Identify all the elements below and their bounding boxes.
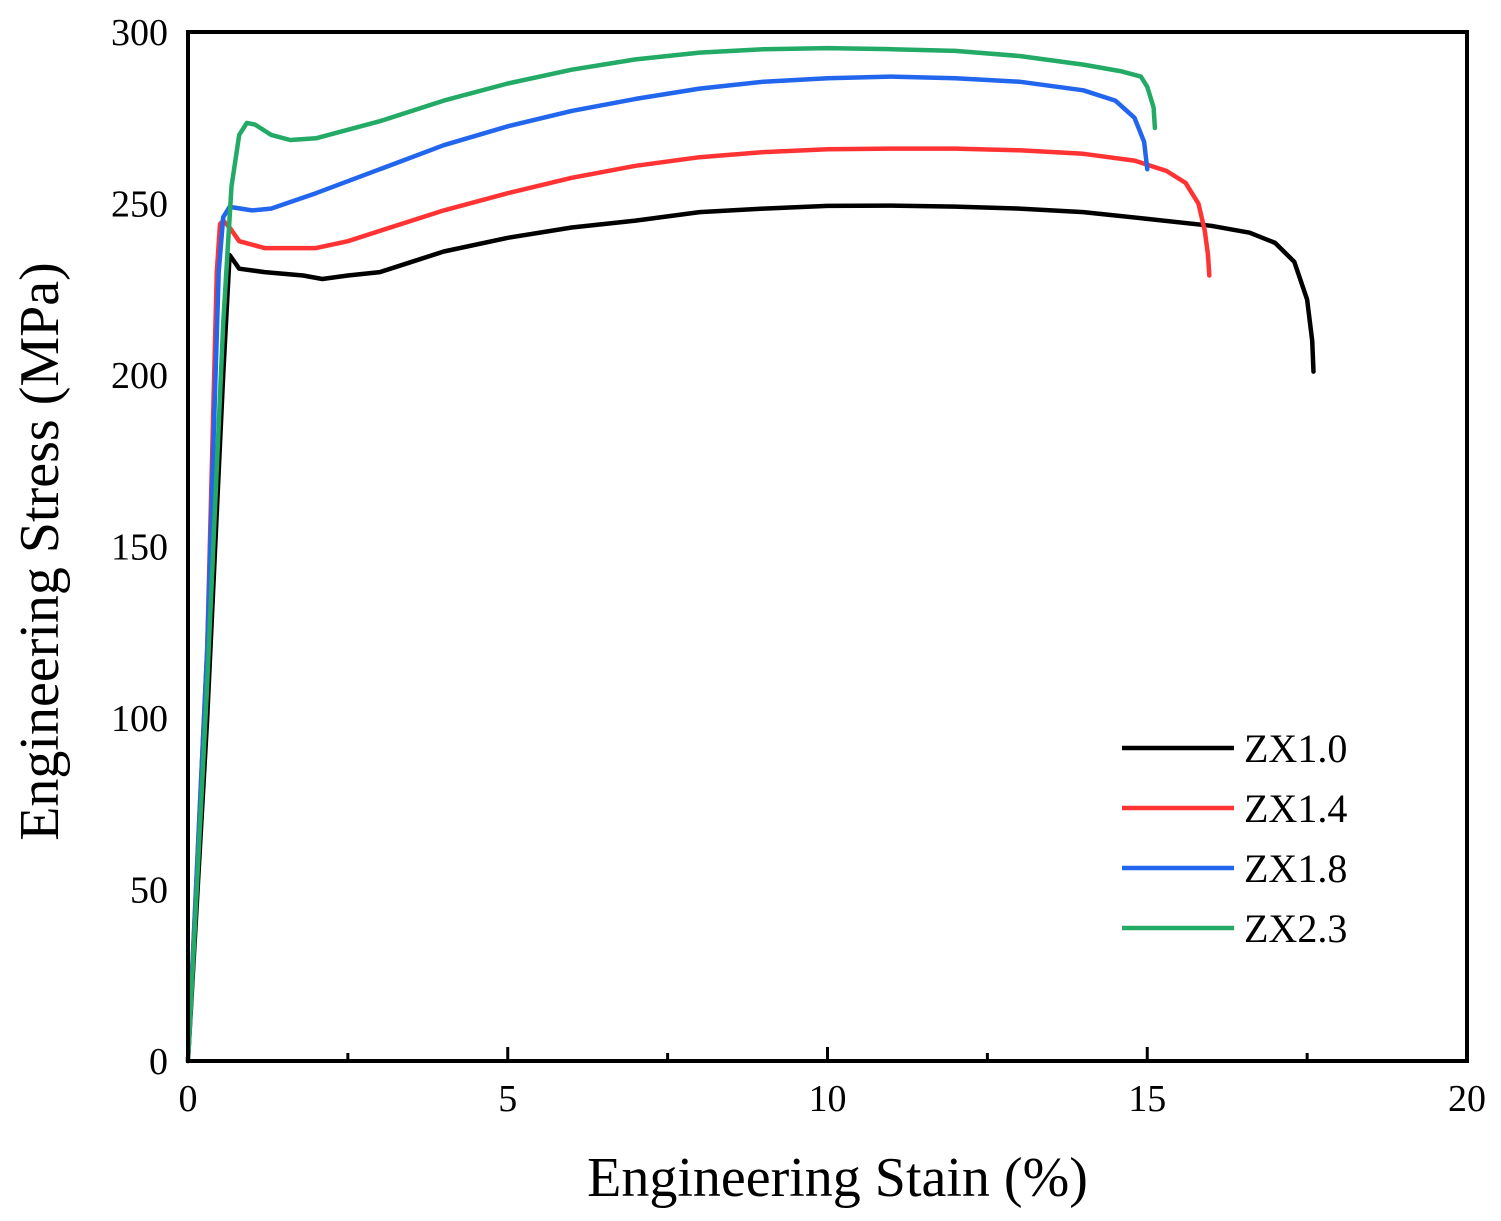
x-tick-label: 10 [809,1078,847,1120]
x-tick-label: 20 [1448,1078,1486,1120]
y-tick-label: 100 [111,698,168,740]
series-line-zx1-4 [185,146,1212,1064]
y-tick-label: 200 [111,355,168,397]
y-tick-label: 0 [149,1041,168,1083]
series-line-zx1-8 [185,74,1150,1064]
legend-label: ZX2.3 [1244,906,1347,951]
series-line-zx1-0 [185,203,1316,1064]
legend-label: ZX1.8 [1244,846,1347,891]
curves-layer [185,45,1316,1064]
y-axis-title: Engineering Stress (MPa) [9,262,71,841]
series-line-zx2-3 [185,45,1158,1064]
y-tick-label: 250 [111,184,168,226]
legend-label: ZX1.4 [1244,786,1347,831]
x-tick-label: 0 [179,1078,198,1120]
y-tick-label: 150 [111,527,168,569]
x-tick-label: 15 [1128,1078,1166,1120]
x-tick-label: 5 [498,1078,517,1120]
legend-label: ZX1.0 [1244,726,1347,771]
y-tick-label: 50 [130,870,168,912]
x-axis-title: Engineering Stain (%) [587,1147,1088,1209]
legend: ZX1.0 ZX1.4 ZX1.8 ZX2.3 [1122,726,1347,951]
y-tick-label: 300 [111,12,168,54]
